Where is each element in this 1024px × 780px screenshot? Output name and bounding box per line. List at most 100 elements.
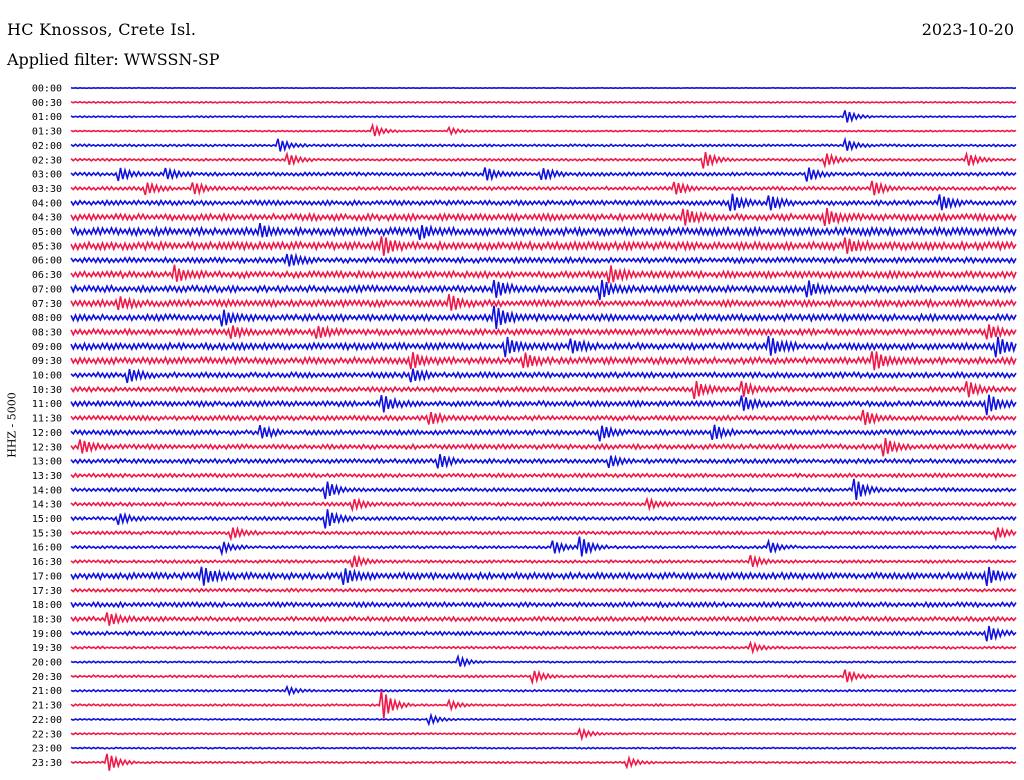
time-tick-label: 01:30	[32, 127, 62, 138]
time-tick-label: 16:00	[32, 543, 62, 554]
time-tick-label: 23:30	[32, 758, 62, 769]
seismic-trace-line	[70, 554, 1017, 569]
time-tick-label: 02:00	[32, 141, 62, 152]
seismic-trace-line	[70, 207, 1017, 227]
seismic-trace-line	[70, 193, 1017, 212]
seismic-trace-line	[70, 453, 1017, 469]
time-tick-label: 07:00	[32, 284, 62, 295]
seismic-trace-line	[70, 625, 1017, 642]
seismic-trace-line	[70, 122, 1017, 137]
seismic-trace-line	[70, 86, 1017, 90]
seismic-trace-line	[70, 600, 1017, 609]
time-tick-label: 06:00	[32, 256, 62, 267]
seismic-trace-line	[70, 100, 1017, 104]
time-tick-label: 00:00	[32, 84, 62, 95]
seismic-trace-line	[70, 753, 1017, 771]
seismic-trace-line	[70, 351, 1017, 371]
seismic-trace-line	[70, 669, 1017, 686]
time-tick-label: 15:00	[32, 514, 62, 525]
time-tick-label: 07:30	[32, 299, 62, 310]
time-tick-label: 22:00	[32, 715, 62, 726]
seismic-trace-line	[70, 496, 1017, 513]
time-tick-label: 05:30	[32, 241, 62, 252]
time-tick-label: 09:30	[32, 356, 62, 367]
seismic-trace-line	[70, 335, 1017, 358]
seismic-trace-line	[70, 409, 1017, 426]
seismic-trace-line	[70, 684, 1017, 697]
seismic-trace-line	[70, 690, 1017, 719]
time-tick-label: 00:30	[32, 98, 62, 109]
seismic-trace-line	[70, 587, 1017, 594]
seismic-trace-line	[70, 726, 1017, 742]
seismic-trace-line	[70, 478, 1017, 500]
seismic-trace-line	[70, 279, 1017, 301]
seismic-trace-line	[70, 437, 1017, 457]
time-tick-label: 13:30	[32, 471, 62, 482]
time-tick-label: 04:00	[32, 198, 62, 209]
time-tick-label: 11:30	[32, 414, 62, 425]
time-tick-label: 17:00	[32, 571, 62, 582]
seismic-trace-line	[70, 566, 1017, 587]
seismic-trace-line	[70, 640, 1017, 655]
time-tick-label: 20:30	[32, 672, 62, 683]
time-tick-label: 11:00	[32, 399, 62, 410]
seismic-trace-line	[70, 252, 1017, 267]
seismic-trace-line	[70, 236, 1017, 256]
time-tick-label: 17:30	[32, 586, 62, 597]
seismic-trace-line	[70, 294, 1017, 311]
time-tick-label: 05:00	[32, 227, 62, 238]
time-tick-label: 19:30	[32, 643, 62, 654]
seismic-trace-line	[70, 394, 1017, 416]
seismic-trace-line	[70, 167, 1017, 182]
time-tick-label: 12:30	[32, 442, 62, 453]
seismic-trace-line	[70, 611, 1017, 626]
seismic-trace-line	[70, 712, 1017, 727]
station-title: HC Knossos, Crete Isl.	[7, 20, 197, 39]
seismic-trace-line	[70, 509, 1017, 529]
seismic-trace-line	[70, 525, 1017, 542]
time-tick-label: 16:30	[32, 557, 62, 568]
time-tick-label: 22:30	[32, 729, 62, 740]
time-tick-label: 21:00	[32, 686, 62, 697]
seismic-trace-line	[70, 150, 1017, 169]
time-tick-label: 12:00	[32, 428, 62, 439]
time-tick-label: 04:30	[32, 213, 62, 224]
time-tick-label: 14:30	[32, 500, 62, 511]
seismic-trace-line	[70, 324, 1017, 340]
seismic-trace-line	[70, 653, 1017, 668]
seismic-trace-line	[70, 746, 1017, 750]
time-tick-label: 19:00	[32, 629, 62, 640]
seismic-trace-line	[70, 264, 1017, 284]
time-tick-label: 18:00	[32, 600, 62, 611]
seismic-trace-line	[70, 424, 1017, 442]
time-tick-label: 06:30	[32, 270, 62, 281]
time-tick-label: 18:30	[32, 614, 62, 625]
seismic-trace-line	[70, 380, 1017, 400]
time-tick-label: 03:30	[32, 184, 62, 195]
seismic-trace-line	[70, 536, 1017, 557]
time-tick-label: 23:00	[32, 744, 62, 755]
time-tick-label: 01:00	[32, 112, 62, 123]
seismic-trace-line	[70, 472, 1017, 479]
time-tick-label: 10:30	[32, 385, 62, 396]
seismic-trace-line	[70, 368, 1017, 384]
time-tick-label: 13:00	[32, 457, 62, 468]
seismic-trace-line	[70, 180, 1017, 196]
seismic-trace-line	[70, 110, 1017, 124]
seismic-trace-line	[70, 136, 1017, 153]
time-tick-label: 20:00	[32, 658, 62, 669]
time-tick-label: 10:00	[32, 371, 62, 382]
seismic-trace-line	[70, 305, 1017, 330]
time-tick-label: 08:00	[32, 313, 62, 324]
time-tick-label: 21:30	[32, 701, 62, 712]
time-tick-label: 02:30	[32, 155, 62, 166]
time-tick-label: 09:00	[32, 342, 62, 353]
time-tick-label: 03:00	[32, 170, 62, 181]
time-tick-label: 14:00	[32, 485, 62, 496]
date-label: 2023-10-20	[921, 20, 1014, 39]
time-tick-label: 08:30	[32, 327, 62, 338]
seismic-trace-line	[70, 222, 1017, 241]
filter-label: Applied filter: WWSSN-SP	[7, 50, 220, 69]
time-tick-label: 15:30	[32, 528, 62, 539]
